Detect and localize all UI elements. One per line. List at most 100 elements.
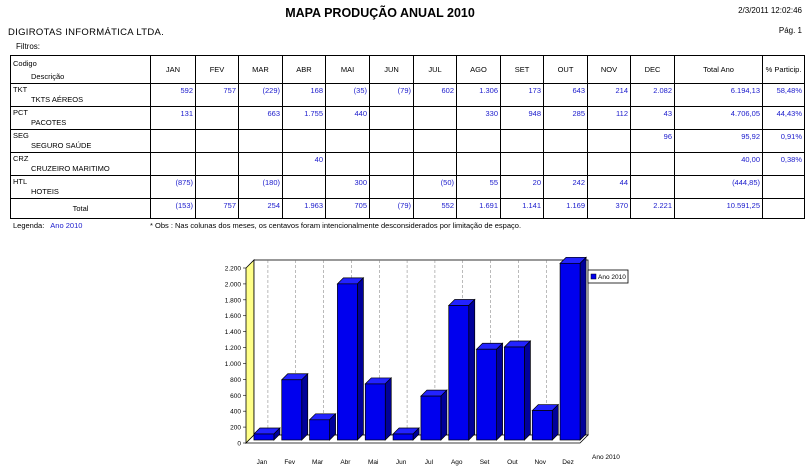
row-code: TKT: [13, 85, 28, 94]
table-cell: [325, 129, 370, 153]
table-row: SEG SEGURO SAÚDE 96 95,92 0,91%: [10, 129, 805, 153]
row-label-cell: PCT PACOTES: [10, 106, 151, 130]
bar: [281, 379, 303, 441]
bar: [309, 419, 330, 441]
table-cell: (153): [150, 198, 196, 219]
y-tick-label: 1.200: [225, 345, 242, 352]
table-row: PCT PACOTES 131 663 1.755 440 330 948 285 112 43 4.…: [10, 106, 805, 130]
bar: [448, 305, 470, 441]
bar: [504, 346, 525, 441]
table-cell: [500, 152, 544, 176]
column-header-ago: AGO: [456, 55, 501, 84]
table-cell: 1.169: [543, 198, 588, 219]
y-tick-label: 2.000: [225, 281, 242, 288]
table-cell: 6.194,13: [674, 83, 763, 107]
x-tick-label: Set: [480, 459, 490, 466]
table-row: HTL HOTEIS (875) (180) 300 (50) 55 20 242 44 (444,…: [10, 175, 805, 199]
table-cell: [150, 129, 196, 153]
bar-side: [301, 372, 309, 441]
table-cell: [587, 152, 631, 176]
table-cell: 173: [500, 83, 544, 107]
row-label-cell: TKT TKTS AÉREOS: [10, 83, 151, 107]
legend-swatch: [590, 273, 597, 280]
bar: [531, 410, 553, 441]
table-cell: 44: [587, 175, 631, 199]
x-tick-label: Jan: [257, 459, 268, 466]
y-tick-label: 200: [230, 425, 241, 432]
bar: [420, 395, 442, 441]
bar-side: [357, 277, 364, 441]
bar-side: [440, 389, 448, 441]
y-tick-label: 2.200: [225, 266, 242, 273]
row-description: CRUZEIRO MARITIMO: [31, 164, 110, 173]
row-description: HOTEIS: [31, 187, 59, 196]
bar-side: [524, 340, 531, 441]
table-cell: 552: [413, 198, 457, 219]
table-cell: (229): [238, 83, 283, 107]
table-cell: 96: [630, 129, 675, 153]
bar-side: [384, 377, 392, 441]
table-cell: [762, 198, 805, 219]
table-cell: 440: [325, 106, 370, 130]
legend-label: Legenda:: [13, 221, 45, 230]
column-header-jan: JAN: [150, 55, 196, 84]
column-header-jul: JUL: [413, 55, 457, 84]
table-cell: 757: [195, 198, 239, 219]
table-cell: [762, 175, 805, 199]
bar: [392, 433, 414, 441]
column-header-nov: NOV: [587, 55, 631, 84]
bar-side: [496, 342, 503, 441]
table-total-row: Total (153) 757 254 1.963 705 (79) 552 1.691 1.14…: [10, 198, 805, 219]
legend-line: Legenda: Ano 2010: [13, 221, 82, 230]
y-tick-label: 0: [237, 441, 241, 448]
x-tick-label: Dez: [562, 459, 574, 466]
bar-side: [551, 403, 559, 441]
y-tick-label: 1.400: [225, 329, 242, 336]
page-number: Pág. 1: [778, 26, 802, 35]
row-description: TKTS AÉREOS: [31, 95, 84, 104]
table-row: TKT TKTS AÉREOS 592 757 (229) 168 (35) (79) 602 1…: [10, 83, 805, 107]
table-cell: [150, 152, 196, 176]
x-tick-label: Fev: [284, 459, 296, 466]
table-cell: 168: [282, 83, 326, 107]
row-description: SEGURO SAÚDE: [31, 141, 92, 150]
legend-box: [587, 269, 629, 284]
y-tick-label: 1.600: [225, 313, 242, 320]
chart-left-wall: [245, 259, 255, 444]
legend-entry: Ano 2010: [598, 274, 626, 281]
y-tick-label: 1.800: [225, 297, 242, 304]
row-code: CRZ: [13, 154, 29, 163]
row-label-cell: HTL HOTEIS: [10, 175, 151, 199]
table-cell: (875): [150, 175, 196, 199]
table-cell: 2.082: [630, 83, 675, 107]
table-cell: [543, 129, 588, 153]
y-tick-label: 600: [230, 393, 241, 400]
observation-note: * Obs : Nas colunas dos meses, os centav…: [150, 221, 522, 230]
x-tick-label: Ago: [451, 459, 463, 466]
table-cell: 330: [456, 106, 501, 130]
bar: [337, 283, 358, 441]
x-tick-label: Jun: [396, 459, 407, 466]
code-header-label: Codigo: [13, 59, 37, 68]
y-tick-label: 800: [230, 377, 241, 384]
x-tick-label: Nov: [534, 459, 546, 466]
production-table: Codigo Descrição JAN FEV MAR ABR MAI JUN…: [10, 55, 805, 219]
bar: [476, 348, 497, 441]
y-tick-label: 400: [230, 409, 241, 416]
report-datetime: 2/3/2011 12:02:46: [738, 6, 802, 15]
x-tick-label: Out: [507, 459, 518, 466]
table-cell: [369, 106, 414, 130]
y-tick-label: 1.000: [225, 361, 242, 368]
bar: [559, 262, 581, 441]
table-cell: [238, 152, 283, 176]
bar-side: [468, 298, 476, 441]
report-title: MAPA PRODUÇÃO ANUAL 2010: [285, 6, 475, 20]
bar: [253, 433, 275, 441]
column-header-particip: % Particip.: [762, 55, 805, 84]
x-tick-label: Mai: [368, 459, 378, 466]
bar: [364, 383, 386, 441]
legend-value: Ano 2010: [50, 221, 83, 230]
x-tick-label: Jul: [425, 459, 434, 466]
table-cell: [413, 106, 457, 130]
bar-side: [579, 256, 587, 441]
